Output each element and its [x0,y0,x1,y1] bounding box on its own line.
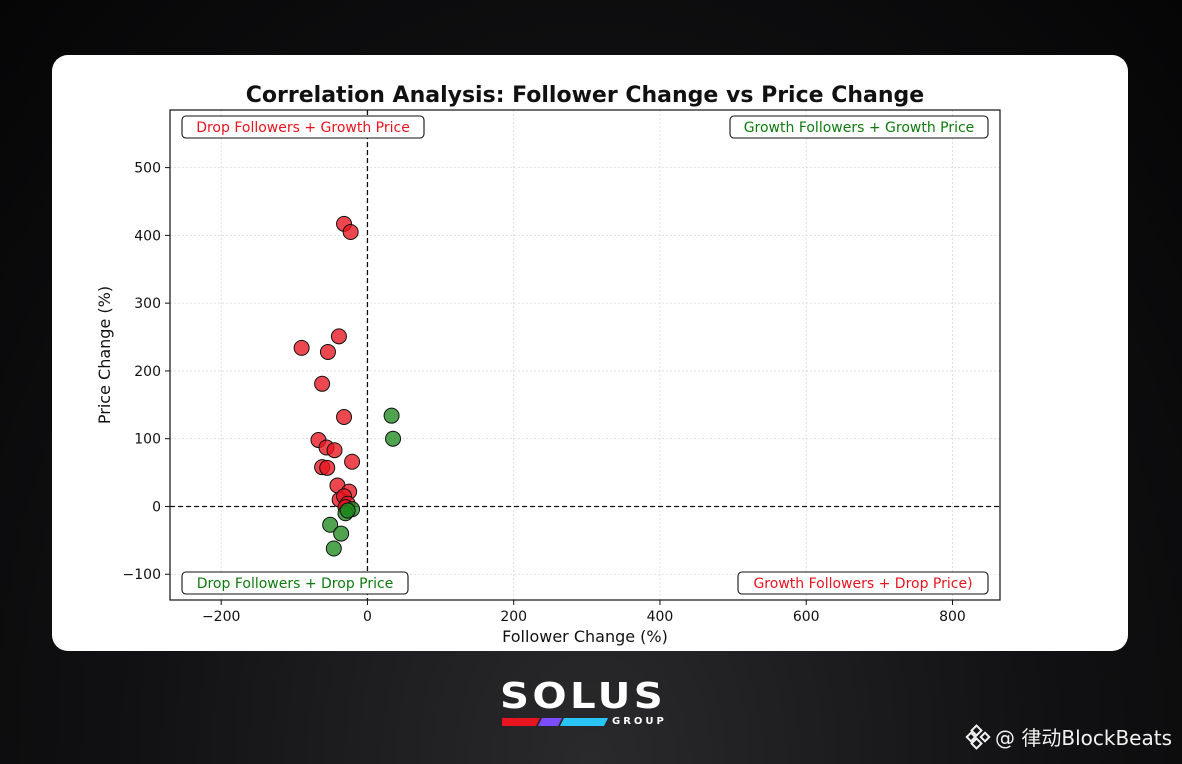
data-point-green [333,525,350,542]
watermark-text: @ 律动BlockBeats [995,726,1172,750]
logo-stripes-icon [502,718,608,726]
data-point-red [319,343,336,360]
data-point-green [383,407,400,424]
data-point-green [325,540,342,557]
y-tick-label: 400 [134,228,161,244]
data-point-red [326,442,343,459]
quadrant-label-box-top-right [729,115,989,139]
quadrant-label-bottom-left: Drop Followers + Drop Price [197,576,394,592]
x-tick-label: 0 [363,609,372,625]
quadrant-label-box-bottom-left [181,571,409,595]
chart-title: Correlation Analysis: Follower Change vs… [246,83,924,108]
logo-subtitle: GROUP [612,716,667,727]
data-point-red [293,339,310,356]
x-tick-label: 800 [939,609,966,625]
y-tick-label: −100 [123,567,161,583]
data-point-red [330,328,347,345]
y-tick-label: 500 [134,161,161,177]
chart-card: Correlation Analysis: Follower Change vs… [52,55,1128,651]
quadrant-label-bottom-right: Growth Followers + Drop Price) [753,576,972,592]
y-tick-label: 100 [134,432,161,448]
watermark: @ 律动BlockBeats [965,722,1172,751]
x-tick-label: 200 [500,609,527,625]
x-tick-label: 600 [793,609,820,625]
quadrant-label-top-left: Drop Followers + Growth Price [196,120,410,136]
scatter-chart: Correlation Analysis: Follower Change vs… [95,83,1001,646]
x-tick-label: 400 [647,609,674,625]
quadrant-label-top-right: Growth Followers + Growth Price [744,120,975,136]
plot-frame [169,109,1001,601]
quadrant-label-box-top-left [181,115,425,139]
data-point-green [385,430,402,447]
y-tick-label: 0 [152,499,161,515]
y-tick-label: 200 [134,364,161,380]
data-point-red [314,375,331,392]
data-point-red [344,453,361,470]
y-axis-label: Price Change (%) [95,286,114,424]
y-tick-label: 300 [134,296,161,312]
blockbeats-diamond-icon [965,723,991,750]
logo-wordmark: SOLUS [500,676,667,717]
quadrant-label-box-bottom-right [737,571,989,595]
x-axis-label: Follower Change (%) [502,627,668,646]
data-point-red [336,409,353,426]
data-point-green [339,502,356,519]
x-tick-label: −200 [202,609,240,625]
data-point-red [319,459,336,476]
solus-logo: SOLUS GROUP [496,676,686,734]
data-point-green [322,516,339,533]
data-point-red [342,223,359,240]
